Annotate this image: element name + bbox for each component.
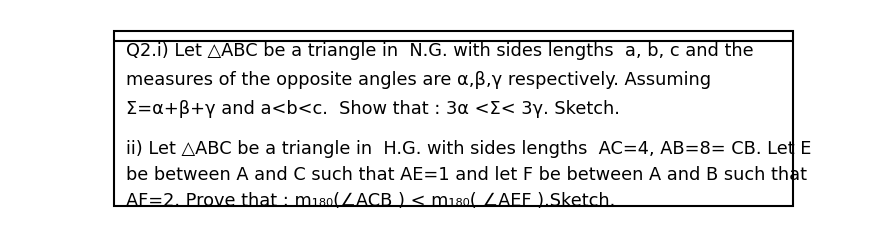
Text: Σ=α+β+γ and a<b<c.  Show that : 3α <Σ< 3γ. Sketch.: Σ=α+β+γ and a<b<c. Show that : 3α <Σ< 3γ… xyxy=(126,100,619,118)
Text: AF=2. Prove that : m₁₈₀(∠ACB ) < m₁₈₀( ∠AEF ).Sketch.: AF=2. Prove that : m₁₈₀(∠ACB ) < m₁₈₀( ∠… xyxy=(126,192,615,209)
Text: be between A and C such that AE=1 and let F be between A and B such that: be between A and C such that AE=1 and le… xyxy=(126,166,807,184)
Text: ii) Let △ABC be a triangle in  H.G. with sides lengths  AC=4, AB=8= CB. Let E: ii) Let △ABC be a triangle in H.G. with … xyxy=(126,140,811,158)
FancyBboxPatch shape xyxy=(114,31,793,206)
Text: Q2.i) Let △ABC be a triangle in  N.G. with sides lengths  a, b, c and the: Q2.i) Let △ABC be a triangle in N.G. wit… xyxy=(126,42,753,60)
Text: measures of the opposite angles are α,β,γ respectively. Assuming: measures of the opposite angles are α,β,… xyxy=(126,71,711,89)
